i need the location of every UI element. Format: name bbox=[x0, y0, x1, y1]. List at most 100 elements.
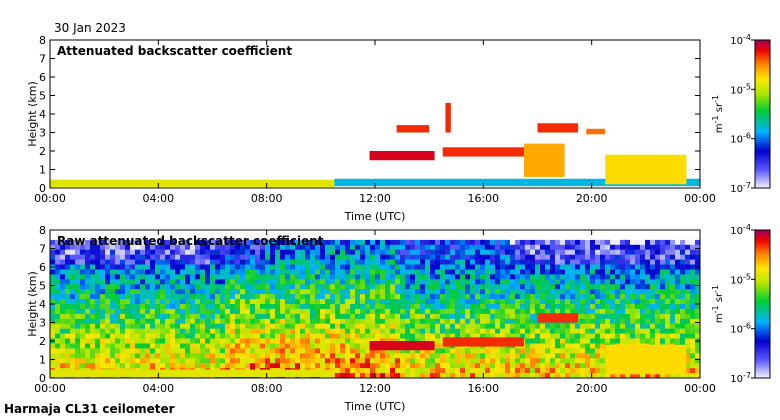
noise-cell bbox=[295, 279, 301, 285]
noise-cell bbox=[480, 284, 486, 290]
noise-cell bbox=[290, 259, 296, 265]
noise-cell bbox=[235, 318, 241, 324]
noise-cell bbox=[505, 289, 511, 295]
noise-cell bbox=[670, 333, 676, 339]
noise-cell bbox=[115, 279, 121, 285]
y-tick-label: 6 bbox=[39, 261, 46, 274]
noise-cell bbox=[425, 299, 431, 305]
noise-cell bbox=[565, 308, 571, 315]
noise-cell bbox=[230, 313, 236, 320]
noise-cell bbox=[195, 289, 201, 295]
noise-cell bbox=[225, 358, 231, 364]
noise-cell bbox=[640, 318, 646, 324]
noise-cell bbox=[275, 353, 281, 359]
noise-cell bbox=[435, 343, 441, 349]
noise-cell bbox=[340, 343, 346, 349]
noise-cell bbox=[60, 328, 66, 334]
noise-cell bbox=[560, 254, 566, 260]
noise-cell bbox=[280, 338, 286, 344]
noise-cell bbox=[565, 368, 571, 374]
noise-cell bbox=[670, 318, 676, 324]
noise-cell bbox=[245, 239, 251, 246]
noise-cell bbox=[305, 249, 311, 255]
noise-cell bbox=[350, 269, 356, 275]
noise-cell bbox=[325, 274, 331, 280]
noise-cell bbox=[375, 259, 381, 265]
noise-cell bbox=[470, 313, 476, 320]
noise-cell bbox=[475, 269, 481, 275]
noise-cell bbox=[550, 304, 556, 310]
noise-cell bbox=[570, 358, 576, 364]
noise-cell bbox=[100, 328, 106, 334]
noise-cell bbox=[645, 289, 651, 295]
noise-cell bbox=[315, 304, 321, 310]
noise-cell bbox=[445, 289, 451, 295]
noise-cell bbox=[85, 333, 91, 339]
noise-cell bbox=[165, 274, 171, 280]
noise-cell bbox=[545, 274, 551, 280]
noise-cell bbox=[530, 348, 536, 354]
noise-cell bbox=[675, 373, 681, 379]
noise-cell bbox=[305, 294, 311, 300]
noise-cell bbox=[695, 249, 701, 255]
noise-cell bbox=[160, 363, 166, 369]
noise-cell bbox=[145, 249, 151, 255]
noise-cell bbox=[545, 328, 551, 334]
noise-cell bbox=[180, 343, 186, 349]
noise-cell bbox=[365, 279, 371, 285]
noise-cell bbox=[265, 304, 271, 310]
noise-cell bbox=[400, 249, 406, 255]
noise-cell bbox=[440, 358, 446, 364]
noise-cell bbox=[70, 249, 76, 255]
noise-cell bbox=[260, 254, 266, 260]
noise-cell bbox=[375, 289, 381, 295]
noise-cell bbox=[275, 323, 281, 329]
noise-cell bbox=[315, 279, 321, 285]
noise-cell bbox=[100, 289, 106, 295]
noise-cell bbox=[95, 279, 101, 285]
noise-cell bbox=[400, 269, 406, 275]
noise-cell bbox=[100, 333, 106, 339]
noise-cell bbox=[495, 348, 501, 354]
noise-cell bbox=[650, 328, 656, 334]
noise-cell bbox=[340, 308, 346, 315]
noise-cell bbox=[330, 358, 336, 364]
noise-cell bbox=[230, 249, 236, 255]
noise-cell bbox=[600, 343, 606, 349]
noise-cell bbox=[415, 373, 421, 379]
noise-cell bbox=[555, 294, 561, 300]
noise-cell bbox=[280, 254, 286, 260]
noise-cell bbox=[365, 274, 371, 280]
noise-cell bbox=[395, 313, 401, 320]
noise-cell bbox=[685, 299, 691, 305]
noise-cell bbox=[345, 259, 351, 265]
noise-cell bbox=[105, 284, 111, 290]
noise-cell bbox=[505, 239, 511, 246]
noise-cell bbox=[245, 318, 251, 324]
noise-cell bbox=[100, 249, 106, 255]
noise-cell bbox=[150, 328, 156, 334]
noise-cell bbox=[70, 323, 76, 329]
noise-cell bbox=[580, 358, 586, 364]
noise-cell bbox=[465, 363, 471, 369]
noise-cell bbox=[695, 274, 701, 280]
noise-cell bbox=[450, 289, 456, 295]
noise-cell bbox=[605, 304, 611, 310]
noise-cell bbox=[255, 264, 261, 270]
noise-cell bbox=[530, 304, 536, 310]
noise-cell bbox=[545, 308, 551, 315]
noise-cell bbox=[590, 318, 596, 324]
noise-cell bbox=[670, 304, 676, 310]
noise-cell bbox=[160, 353, 166, 359]
noise-cell bbox=[585, 269, 591, 275]
noise-cell bbox=[155, 353, 161, 359]
noise-cell bbox=[590, 358, 596, 364]
noise-cell bbox=[100, 323, 106, 329]
noise-cell bbox=[455, 279, 461, 285]
noise-cell bbox=[80, 338, 86, 344]
noise-cell bbox=[75, 274, 81, 280]
noise-cell bbox=[445, 313, 451, 320]
noise-cell bbox=[195, 239, 201, 246]
noise-cell bbox=[250, 269, 256, 275]
noise-cell bbox=[410, 313, 416, 320]
